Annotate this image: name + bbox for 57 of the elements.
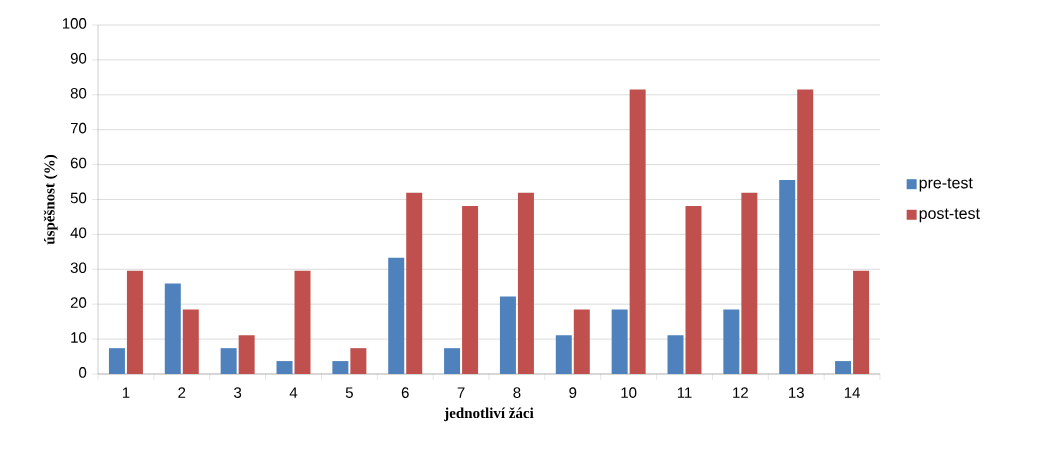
bar [835,361,852,374]
x-tick-label: 14 [844,387,860,398]
bar [220,348,237,374]
bar [611,309,628,374]
x-tick-label: 1 [122,387,130,398]
x-tick-label: 7 [457,387,465,398]
x-tick-label: 5 [345,387,353,398]
y-tick-label: 0 [79,367,87,378]
bar [517,192,534,374]
y-tick-label: 40 [70,227,87,239]
y-axis-title: úspěšnost (%) [43,154,58,245]
bar [182,309,199,374]
bar [164,283,181,374]
bar [629,89,646,374]
bar [406,192,423,374]
y-tick-label: 50 [70,192,87,204]
x-tick-label: 10 [621,387,637,398]
x-axis-title: jednotliví žáci [444,407,534,422]
bar [462,206,479,374]
x-tick-label: 4 [289,387,298,398]
y-tick-label: 90 [70,53,87,64]
x-tick-label: 2 [178,387,186,398]
y-tick-label: 30 [70,262,87,274]
x-tick-label: 3 [234,387,242,398]
bar [667,335,684,374]
bar [723,309,740,374]
bar [276,361,293,374]
legend-label: pre-test [919,177,973,192]
bar [779,179,796,374]
x-tick-label: 12 [733,387,748,398]
x-tick-label: 9 [569,387,577,398]
y-tick-label: 60 [70,157,87,169]
bar [853,270,870,374]
y-tick-label: 80 [70,87,87,99]
bar [108,348,125,374]
x-tick-label: 11 [677,387,692,398]
x-tick-label: 6 [401,387,409,398]
bar [797,89,814,374]
y-tick-label: 10 [71,332,87,343]
bar [741,192,758,374]
bar [499,296,516,374]
bar [388,257,405,374]
bar [444,348,461,374]
bar [294,270,311,374]
y-tick-label: 70 [70,122,87,134]
x-tick-label: 13 [789,387,804,398]
bar [332,361,349,374]
bar [685,206,702,374]
bar [350,348,367,374]
bar [555,335,572,374]
bar [238,335,255,374]
bar [126,270,143,374]
bar [573,309,590,374]
legend-label: post-test [919,208,980,223]
y-tick-label: 100 [62,18,87,29]
y-tick-label: 20 [70,297,87,308]
x-tick-label: 8 [513,387,521,398]
